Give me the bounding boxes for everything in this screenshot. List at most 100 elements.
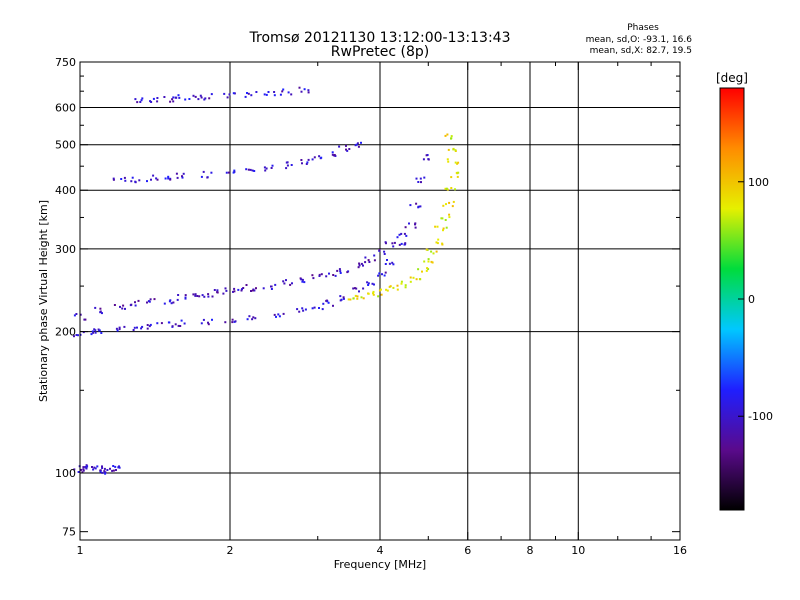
data-point bbox=[303, 281, 306, 284]
data-point bbox=[398, 233, 401, 236]
data-point bbox=[262, 287, 265, 290]
data-point bbox=[118, 326, 121, 329]
data-point bbox=[174, 96, 177, 99]
data-point bbox=[445, 203, 447, 206]
data-point bbox=[327, 301, 330, 304]
data-point bbox=[246, 318, 249, 321]
data-point bbox=[97, 328, 100, 331]
data-point bbox=[404, 286, 407, 289]
data-point bbox=[452, 148, 455, 151]
data-point bbox=[450, 176, 453, 179]
data-point bbox=[130, 180, 133, 183]
data-point bbox=[237, 288, 240, 291]
data-point bbox=[307, 89, 310, 92]
data-point bbox=[122, 304, 125, 307]
data-point bbox=[225, 289, 228, 292]
colorbar-label: [deg] bbox=[716, 71, 748, 85]
data-point bbox=[378, 249, 381, 251]
data-point bbox=[356, 142, 359, 145]
data-point bbox=[233, 290, 236, 293]
data-point bbox=[213, 289, 216, 291]
data-point bbox=[427, 158, 430, 161]
data-point bbox=[311, 307, 314, 310]
data-point bbox=[396, 288, 399, 291]
data-point bbox=[240, 289, 243, 292]
data-point bbox=[457, 161, 460, 164]
data-point bbox=[380, 288, 382, 291]
data-point bbox=[389, 285, 392, 288]
y-axis-label: Stationary phase Virtual Height [km] bbox=[37, 200, 50, 402]
data-point bbox=[383, 250, 386, 253]
data-point bbox=[254, 317, 257, 320]
data-point bbox=[291, 282, 293, 285]
data-point bbox=[303, 88, 306, 91]
data-point bbox=[419, 205, 422, 208]
data-point bbox=[104, 472, 107, 475]
data-point bbox=[352, 297, 355, 300]
data-point bbox=[130, 303, 133, 306]
data-point bbox=[112, 465, 115, 467]
data-point bbox=[345, 144, 347, 147]
data-point bbox=[169, 100, 172, 103]
data-point bbox=[347, 298, 350, 301]
data-point bbox=[285, 279, 287, 282]
data-point bbox=[454, 161, 457, 164]
data-point bbox=[342, 297, 345, 300]
data-point bbox=[386, 259, 388, 261]
data-point bbox=[149, 100, 152, 103]
data-point bbox=[247, 168, 250, 171]
data-point bbox=[442, 229, 444, 232]
data-point bbox=[412, 276, 415, 279]
data-point bbox=[290, 164, 293, 166]
x-tick-label: 8 bbox=[527, 544, 534, 557]
data-point bbox=[140, 99, 143, 102]
data-point bbox=[141, 325, 144, 328]
data-point bbox=[140, 327, 143, 330]
data-point bbox=[426, 267, 429, 270]
data-point bbox=[169, 299, 172, 302]
data-point bbox=[355, 287, 358, 290]
data-point bbox=[403, 232, 406, 235]
data-point bbox=[386, 289, 389, 292]
data-point bbox=[362, 264, 364, 267]
colorbar-tick-label: 0 bbox=[748, 293, 755, 306]
series-1 bbox=[73, 232, 408, 321]
data-point bbox=[196, 295, 199, 297]
data-point bbox=[179, 325, 182, 327]
data-point bbox=[354, 144, 357, 147]
data-point bbox=[210, 93, 213, 96]
data-point bbox=[224, 287, 227, 290]
data-point bbox=[378, 289, 381, 292]
data-point bbox=[300, 278, 303, 281]
data-point bbox=[425, 248, 428, 251]
y-tick-label: 400 bbox=[55, 184, 76, 197]
data-point bbox=[131, 176, 134, 179]
data-point bbox=[444, 187, 447, 190]
data-point bbox=[275, 315, 277, 318]
data-point bbox=[415, 177, 418, 180]
data-point bbox=[99, 307, 102, 310]
data-point bbox=[352, 287, 355, 290]
data-point bbox=[211, 318, 213, 321]
data-point bbox=[94, 306, 97, 309]
data-point bbox=[286, 164, 289, 167]
data-point bbox=[445, 226, 448, 229]
data-point bbox=[184, 294, 187, 297]
data-point bbox=[364, 256, 367, 259]
data-point bbox=[372, 290, 375, 293]
data-point bbox=[167, 175, 170, 178]
data-point bbox=[298, 310, 301, 313]
data-point bbox=[263, 93, 266, 96]
data-point bbox=[454, 188, 456, 191]
data-point bbox=[91, 330, 94, 333]
data-point bbox=[415, 202, 418, 205]
data-point bbox=[94, 467, 97, 470]
data-point bbox=[307, 158, 310, 161]
data-point bbox=[326, 300, 329, 303]
data-point bbox=[442, 227, 445, 230]
data-point bbox=[273, 94, 276, 97]
data-point bbox=[234, 320, 237, 323]
data-point bbox=[450, 135, 453, 138]
data-point bbox=[301, 278, 304, 281]
data-point bbox=[456, 162, 459, 165]
